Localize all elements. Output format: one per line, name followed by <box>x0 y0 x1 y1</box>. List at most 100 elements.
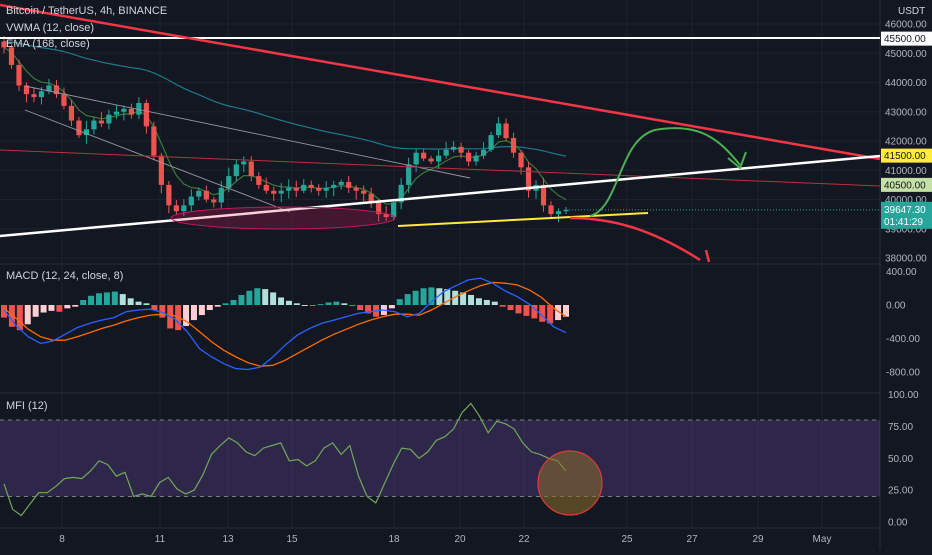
candle-body <box>488 135 494 150</box>
candle-body <box>338 181 344 185</box>
price-tick: 41000.00 <box>885 166 927 177</box>
vwma-legend[interactable]: VWMA (12, close) <box>6 22 95 34</box>
candle-body <box>563 209 569 212</box>
price-level-tag <box>881 148 932 163</box>
candle-body <box>555 211 562 215</box>
macd-histogram-bar <box>499 305 506 307</box>
candle-body <box>53 85 60 95</box>
candle-body <box>151 126 157 156</box>
highlight-circle <box>537 450 603 516</box>
candle-body <box>38 91 45 98</box>
candle-body <box>218 187 224 203</box>
support-ellipse <box>170 206 396 230</box>
macd-histogram-bar <box>214 305 221 307</box>
candle-body <box>256 176 262 185</box>
countdown-text: 01:41:29 <box>884 217 923 228</box>
candle-body <box>331 184 337 188</box>
macd-histogram-bar <box>483 299 490 305</box>
macd-histogram-bar <box>436 288 443 305</box>
candle-body <box>286 187 292 191</box>
candle-body <box>293 187 299 191</box>
candle-body <box>443 149 449 156</box>
drawings[interactable] <box>0 3 881 263</box>
macd-histogram-bar <box>412 290 419 305</box>
macd-histogram-bar <box>64 305 71 309</box>
candle-body <box>121 108 127 112</box>
macd-histogram-bar <box>325 302 332 305</box>
price-tick: 42000.00 <box>885 137 927 148</box>
symbol-title[interactable]: Bitcoin / TetherUS, 4h, BINANCE <box>6 5 168 17</box>
price-level-tag-text: 40500.00 <box>884 180 926 191</box>
macd-histogram-bar <box>491 301 498 305</box>
candle-body <box>391 202 397 218</box>
macd-histogram-bar <box>56 305 63 312</box>
macd-histogram-bar <box>190 305 197 321</box>
candle-body <box>106 114 112 124</box>
macd-histogram-bar <box>127 298 134 305</box>
macd-histogram-bar <box>515 305 522 314</box>
trend-line-grey <box>24 85 471 179</box>
candle-body <box>473 155 479 162</box>
yellow-support-line <box>397 212 649 227</box>
price-scale[interactable]: USDT 46000.00 45000.00 44000.00 43000.00 4200… <box>881 0 932 550</box>
macd-histogram-bar <box>333 301 340 305</box>
macd-histogram-bar <box>270 292 277 305</box>
trend-line-red <box>0 3 881 161</box>
macd-histogram-bar <box>349 305 356 306</box>
price-pane <box>1 36 880 223</box>
ema-legend[interactable]: EMA (168, close) <box>6 38 90 50</box>
macd-histogram-bar <box>357 305 364 311</box>
macd-histogram-bar <box>1 305 7 318</box>
candle-body <box>503 123 509 139</box>
candle-body <box>8 47 15 65</box>
candle-body <box>406 164 412 185</box>
price-level-tag-text: 45500.00 <box>884 34 926 45</box>
candle-body <box>83 129 90 136</box>
candle-body <box>278 190 284 194</box>
macd-legend[interactable]: MACD (12, 24, close, 8) <box>6 270 124 282</box>
macd-histogram-bar <box>40 305 47 313</box>
macd-histogram-bar <box>507 305 514 311</box>
candle-body <box>458 146 464 153</box>
candle-body <box>480 149 487 156</box>
price-tick: 39000.00 <box>885 224 927 235</box>
candle-body <box>353 187 359 191</box>
candle-body <box>181 205 187 212</box>
macd-histogram-bar <box>531 305 538 319</box>
projection-green-arrowhead <box>727 151 747 170</box>
candle-body <box>166 184 172 206</box>
macd-histogram-bar <box>523 305 530 316</box>
candle-body <box>1 41 7 48</box>
candle-body <box>495 123 502 136</box>
vwma-line <box>3 46 567 205</box>
macd-histogram-bar <box>151 305 158 311</box>
currency-label: USDT <box>898 6 925 17</box>
candle-body <box>465 152 472 162</box>
candle-body <box>203 190 209 200</box>
candle-body <box>263 184 269 191</box>
candle-body <box>316 187 322 191</box>
macd-histogram-bar <box>388 305 395 309</box>
macd-histogram-bar <box>16 305 23 331</box>
time-label: 15 <box>286 534 298 545</box>
macd-histogram-bar <box>539 305 546 322</box>
mfi-tick: 75.00 <box>888 422 913 433</box>
macd-histogram-bar <box>88 295 95 305</box>
candle-body <box>61 94 67 106</box>
candle-body <box>158 155 164 185</box>
time-label: 18 <box>388 534 400 545</box>
macd-histogram-bar <box>159 305 166 318</box>
candle-body <box>226 176 232 188</box>
time-axis[interactable]: 8 11 13 15 18 20 22 25 27 29 May <box>59 534 831 545</box>
candle-body <box>113 111 119 115</box>
candle-body <box>540 184 547 206</box>
macd-tick: -400.00 <box>886 334 920 345</box>
candle-body <box>518 152 524 168</box>
macd-histogram-bar <box>555 305 562 321</box>
mfi-legend[interactable]: MFI (12) <box>6 400 48 412</box>
candle-body <box>346 181 352 188</box>
macd-histogram-bar <box>8 305 15 327</box>
time-label: 22 <box>518 534 530 545</box>
candle-body <box>173 205 179 212</box>
